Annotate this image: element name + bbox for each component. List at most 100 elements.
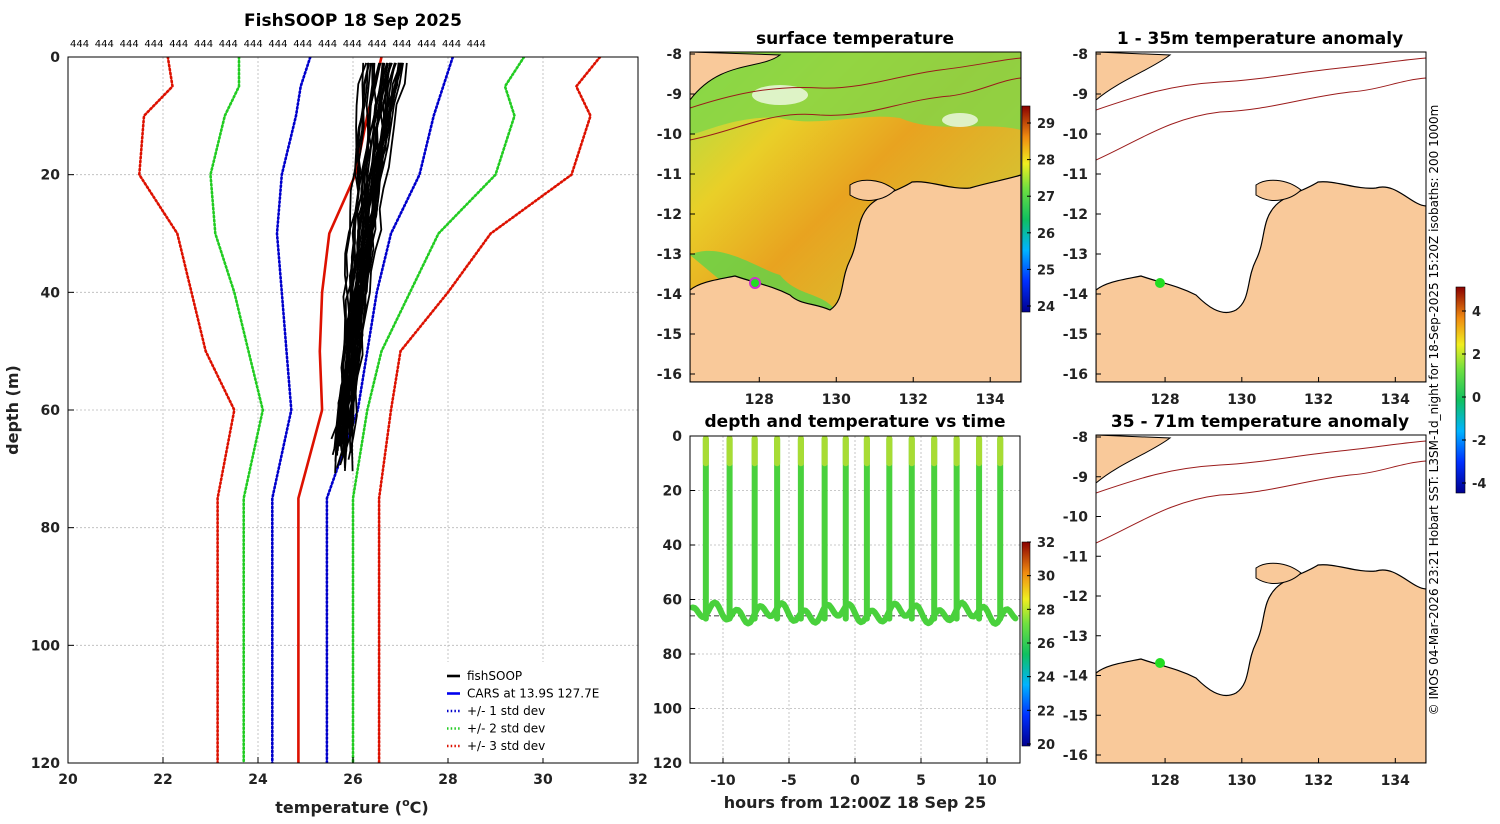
colorbar-label: 2 [1472, 348, 1481, 363]
land-timor [1096, 435, 1172, 484]
lon-tick-label: 130 [822, 392, 851, 408]
count-label: 444 [169, 39, 188, 50]
colorbar-label: 26 [1037, 227, 1055, 242]
profile-ticks: 20 22 24 26 28 30 32 0 20 40 60 80 100 120 [31, 50, 648, 788]
colorbar-label: 24 [1037, 300, 1055, 315]
colorbar-label: 24 [1037, 671, 1055, 686]
lon-tick-label: 130 [1227, 392, 1256, 408]
land-timor [690, 52, 782, 101]
profile-ylabel: depth (m) [3, 365, 22, 455]
sst-map [690, 52, 1021, 382]
anomaly-bottom-title: 35 - 71m temperature anomaly [1111, 412, 1409, 432]
lat-tick-label: -8 [666, 47, 682, 63]
count-label: 444 [120, 39, 139, 50]
anomaly-colorbar [1455, 286, 1466, 494]
sst-map-panel: surface temperature -8-9-10-11-12-13-14-… [657, 29, 1055, 408]
x-tick-label: 28 [438, 772, 457, 788]
isobath-1000 [690, 57, 1021, 109]
lat-tick-label: -10 [1063, 127, 1089, 143]
count-label: 444 [442, 39, 461, 50]
y-tick-label: 80 [663, 647, 683, 663]
colorbar-label: 29 [1037, 117, 1055, 132]
isobath-200 [1096, 460, 1426, 544]
count-label: 444 [467, 39, 486, 50]
anomaly-top-map [1096, 52, 1426, 382]
lat-tick-label: -14 [657, 287, 683, 303]
fishsoop-profile [340, 62, 384, 450]
lat-tick-label: -15 [1063, 708, 1088, 724]
lat-tick-label: -14 [1063, 287, 1089, 303]
lon-tick-label: 134 [1381, 392, 1410, 408]
y-tick-label: 100 [31, 638, 60, 654]
anomaly-top-ticks: -8 -9 -10 -11 -12 -13 -14 -15 -16 128 130 132 134 [1063, 47, 1410, 408]
colorbar-label: -2 [1472, 434, 1486, 449]
profile-panel: FishSOOP 18 Sep 2025 444 444 444 444 444 444 4… [3, 11, 648, 817]
y-tick-label: 40 [663, 538, 683, 554]
lat-tick-label: -13 [657, 247, 682, 263]
legend-label: +/- 1 std dev [467, 704, 545, 718]
colorbar-label: 30 [1037, 570, 1055, 585]
count-label: 444 [343, 39, 362, 50]
lat-tick-label: -15 [1063, 327, 1088, 343]
isobath-1000 [1096, 57, 1426, 111]
x-tick-label: 0 [850, 773, 860, 789]
legend-label: +/- 3 std dev [467, 739, 545, 753]
lon-tick-label: 134 [976, 392, 1005, 408]
std-dev-line [209, 57, 265, 763]
time-colorbar-labels: 32 30 28 26 24 22 20 [1027, 536, 1055, 753]
lat-tick-label: -13 [1063, 247, 1088, 263]
y-tick-label: 60 [663, 593, 683, 609]
lat-tick-label: -9 [1072, 87, 1088, 103]
x-tick-label: 20 [58, 772, 78, 788]
std-dev-line [270, 57, 312, 763]
legend-label: fishSOOP [467, 669, 522, 683]
time-title: depth and temperature vs time [705, 412, 1006, 432]
x-tick-label: -10 [710, 773, 736, 789]
lon-tick-label: 128 [1150, 773, 1179, 789]
legend-box [440, 662, 630, 758]
y-tick-label: 120 [31, 756, 60, 772]
count-label: 444 [194, 39, 213, 50]
lon-tick-label: 132 [899, 392, 928, 408]
colorbar-label: 27 [1037, 190, 1055, 205]
bottom-track [689, 599, 1019, 627]
anomaly-top-title: 1 - 35m temperature anomaly [1117, 29, 1403, 49]
land-island [1255, 562, 1302, 584]
colorbar-label: 28 [1037, 154, 1055, 169]
sst-cloud [942, 113, 978, 127]
anomaly-bottom-map [1096, 435, 1426, 763]
location-marker [1155, 658, 1165, 668]
sst-title: surface temperature [756, 29, 954, 49]
lat-tick-label: -9 [666, 87, 682, 103]
profile-lines [137, 57, 602, 763]
sst-colorbar [1021, 105, 1031, 313]
lat-tick-label: -14 [1063, 669, 1089, 685]
lat-tick-label: -12 [1063, 589, 1088, 605]
lat-tick-label: -8 [1072, 430, 1088, 446]
y-tick-label: 0 [672, 429, 682, 445]
y-tick-label: 120 [653, 756, 682, 772]
lat-tick-label: -15 [657, 327, 682, 343]
profile-legend: fishSOOP CARS at 13.9S 127.7E +/- 1 std de… [440, 662, 630, 758]
land-island [849, 179, 896, 201]
colorbar-label: -4 [1472, 477, 1486, 492]
lon-tick-label: 128 [745, 392, 774, 408]
land-timor [1096, 52, 1172, 101]
time-colorbar [1021, 541, 1031, 747]
colorbar-label: 4 [1472, 305, 1481, 320]
profile-count-labels: 444 444 444 444 444 444 444 444 444 444 444 444 444 4… [70, 39, 486, 50]
land-island [1255, 179, 1302, 201]
count-label: 444 [95, 39, 114, 50]
sst-colorbar-labels: 29 28 27 26 25 24 [1027, 117, 1055, 315]
y-tick-label: 20 [663, 484, 683, 500]
lat-tick-label: -8 [1072, 47, 1088, 63]
y-tick-label: 100 [653, 702, 682, 718]
lat-tick-label: -16 [657, 367, 682, 383]
time-data [689, 435, 1020, 627]
lon-tick-label: 132 [1304, 392, 1333, 408]
sst-cool-band [690, 52, 1021, 135]
time-panel: depth and temperature vs time -10 -5 0 5 100… [653, 412, 1055, 812]
std-dev-line [377, 57, 602, 763]
lon-tick-label: 128 [1150, 392, 1179, 408]
